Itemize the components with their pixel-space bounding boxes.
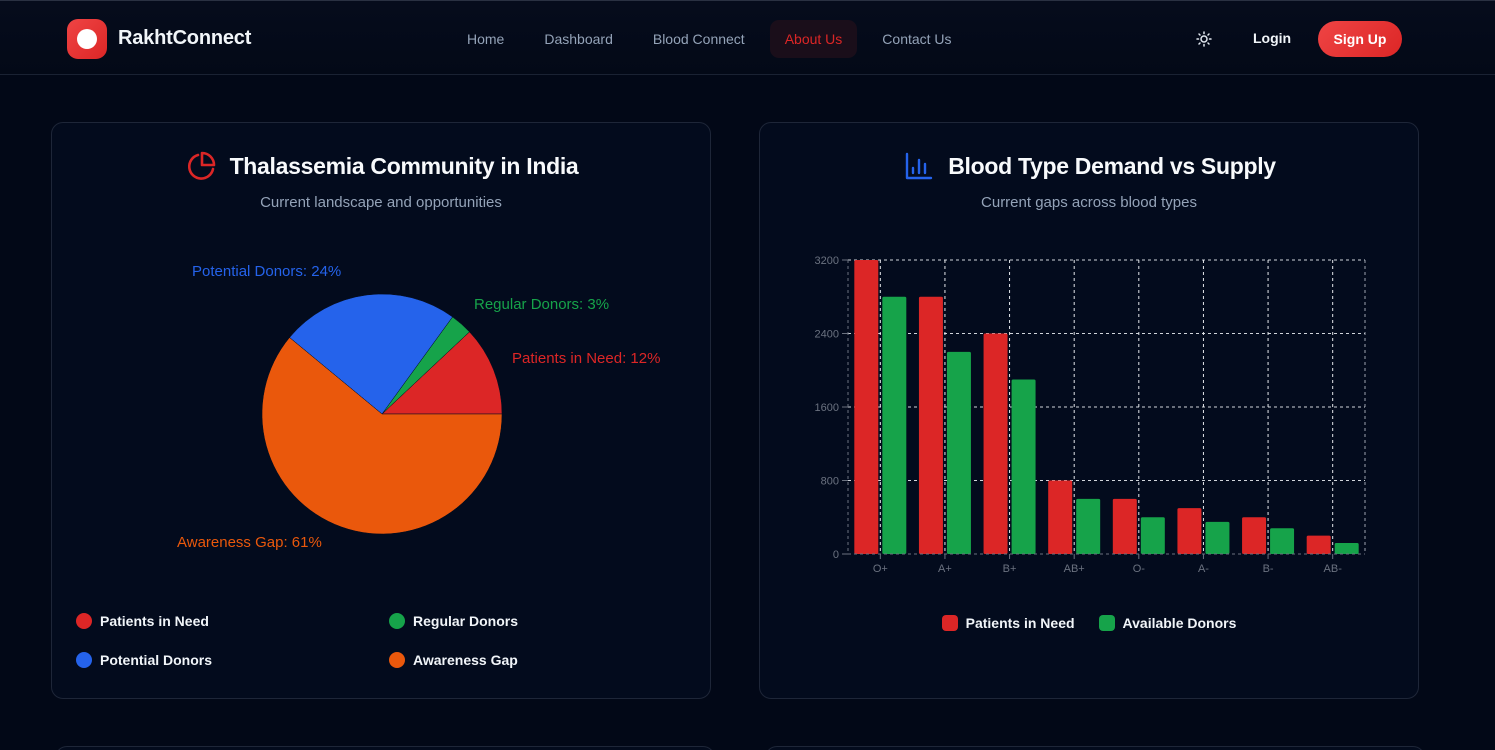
legend-dot	[76, 613, 92, 629]
bar-patients-in-need-aneg[interactable]	[1177, 508, 1202, 554]
login-button[interactable]: Login	[1253, 30, 1292, 46]
card-title: Blood Type Demand vs Supply	[948, 152, 1276, 179]
nav-contact-us[interactable]: Contact Us	[882, 31, 952, 47]
logo-icon[interactable]	[67, 19, 107, 59]
x-tick-label: A-	[1198, 563, 1209, 575]
legend-item-awareness-gap[interactable]: Awareness Gap	[389, 652, 518, 668]
legend-label: Available Donors	[1122, 615, 1237, 631]
legend-label: Awareness Gap	[413, 652, 518, 668]
x-tick-label: A+	[938, 563, 952, 575]
legend-item-potential-donors[interactable]: Potential Donors	[76, 652, 212, 668]
bar-legend: Patients in Need Available Donors	[760, 615, 1418, 631]
x-tick-label: O+	[873, 563, 888, 575]
y-tick-label: 800	[821, 476, 839, 488]
bar-patients-in-need-bpos[interactable]	[983, 333, 1008, 555]
legend-item-patients-in-need[interactable]: Patients in Need	[941, 615, 1075, 631]
legend-label: Patients in Need	[965, 615, 1075, 631]
bar-available-donors-abneg[interactable]	[1334, 542, 1359, 554]
sun-icon	[1196, 31, 1212, 47]
bar-patients-in-need-abpos[interactable]	[1048, 480, 1073, 555]
bar-patients-in-need-apos[interactable]	[918, 296, 943, 554]
nav-blood-connect[interactable]: Blood Connect	[652, 31, 745, 47]
legend-swatch	[941, 615, 958, 631]
pie-label-potential-donors: Potential Donors: 24%	[192, 263, 341, 280]
nav-about-us[interactable]: About Us	[769, 20, 858, 58]
theme-toggle-button[interactable]	[1193, 28, 1215, 50]
nav-home[interactable]: Home	[467, 31, 505, 47]
lower-card-left	[55, 746, 715, 750]
y-tick-label: 2400	[815, 329, 839, 341]
card-subtitle: Current landscape and opportunities	[260, 194, 502, 211]
brand-name[interactable]: RakhtConnect	[118, 27, 252, 49]
top-navbar: RakhtConnect Home Dashboard Blood Connec…	[0, 0, 1495, 75]
bar-chart: 0 800 1600 2400 3200 O+ A+ B+ AB+ O- A- B- AB-	[815, 255, 1366, 575]
legend-swatch	[1098, 615, 1115, 631]
y-tick-label: 1600	[815, 402, 839, 414]
y-tick-label: 0	[833, 549, 839, 561]
pie-label-regular-donors: Regular Donors: 3%	[474, 296, 609, 313]
bar-available-donors-bneg[interactable]	[1270, 528, 1295, 554]
bar-available-donors-opos[interactable]	[882, 296, 907, 554]
thalassemia-community-card: Thalassemia Community in India Current l…	[51, 122, 711, 699]
bar-available-donors-apos[interactable]	[946, 351, 971, 554]
signup-button[interactable]: Sign Up	[1318, 21, 1402, 57]
legend-item-available-donors[interactable]: Available Donors	[1098, 615, 1237, 631]
x-tick-label: AB+	[1064, 563, 1085, 575]
bar-available-donors-bpos[interactable]	[1011, 379, 1036, 554]
bar-chart-icon	[902, 149, 936, 183]
y-tick-label: 3200	[815, 255, 839, 267]
pie-chart-icon	[184, 149, 218, 183]
nav-dashboard[interactable]: Dashboard	[544, 31, 613, 47]
bar-patients-in-need-oneg[interactable]	[1112, 498, 1137, 554]
bar-available-donors-abpos[interactable]	[1076, 498, 1101, 554]
bar-available-donors-aneg[interactable]	[1205, 521, 1230, 554]
blood-type-demand-card: Blood Type Demand vs Supply Current gaps…	[759, 122, 1419, 699]
legend-label: Regular Donors	[413, 613, 519, 629]
x-tick-label: B-	[1263, 563, 1274, 575]
legend-dot	[389, 652, 405, 668]
legend-item-regular-donors[interactable]: Regular Donors	[389, 613, 518, 629]
card-subtitle: Current gaps across blood types	[981, 194, 1197, 211]
bar-available-donors-oneg[interactable]	[1140, 517, 1165, 554]
bar-patients-in-need-abneg[interactable]	[1306, 535, 1331, 554]
pie-chart: Patients in Need: 12% Regular Donors: 3% P…	[177, 263, 660, 551]
legend-label: Patients in Need	[100, 613, 209, 629]
x-tick-label: B+	[1003, 563, 1017, 575]
pie-slice-patients-in-need[interactable]	[381, 331, 503, 415]
pie-label-awareness-gap: Awareness Gap: 61%	[177, 534, 322, 551]
pie-slice-awareness-gap[interactable]	[261, 337, 503, 535]
legend-dot	[389, 613, 405, 629]
card-title: Thalassemia Community in India	[229, 152, 579, 179]
x-tick-label: AB-	[1324, 563, 1343, 575]
lower-card-right	[765, 746, 1425, 750]
logo-dot	[77, 29, 97, 49]
bar-patients-in-need-bneg[interactable]	[1242, 517, 1267, 554]
legend-label: Potential Donors	[100, 652, 213, 668]
bar-patients-in-need-opos[interactable]	[854, 260, 879, 554]
legend-dot	[76, 652, 92, 668]
legend-item-patients-in-need[interactable]: Patients in Need	[76, 613, 209, 629]
pie-label-patients-in-need: Patients in Need: 12%	[512, 350, 660, 367]
x-tick-label: O-	[1133, 563, 1146, 575]
main-nav: Home Dashboard Blood Connect About Us Co…	[452, 20, 977, 58]
pie-slice-potential-donors[interactable]	[289, 293, 453, 415]
